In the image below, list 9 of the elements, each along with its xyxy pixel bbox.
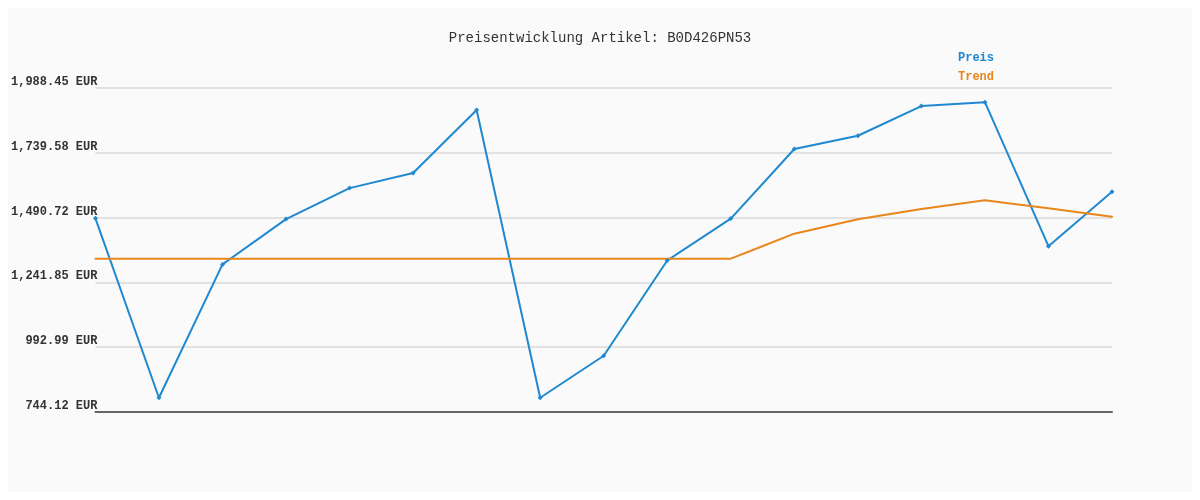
text: Trend <box>958 70 995 84</box>
y-tick-label: 992.99 EUR <box>25 334 99 349</box>
y-tick-label: 1,988.45 EUR <box>10 75 99 89</box>
y-tick-label: 1,739.58 EUR <box>10 139 99 154</box>
y-tick-label: 744.12 EUR <box>25 399 99 413</box>
text: Preis <box>958 51 995 65</box>
chart-title: Preisentwicklung Artikel: B0D426PN53 <box>448 30 752 46</box>
y-tick-label: 1,241.85 EUR <box>10 269 99 284</box>
y-tick-label: 1,490.72 EUR <box>10 204 99 219</box>
